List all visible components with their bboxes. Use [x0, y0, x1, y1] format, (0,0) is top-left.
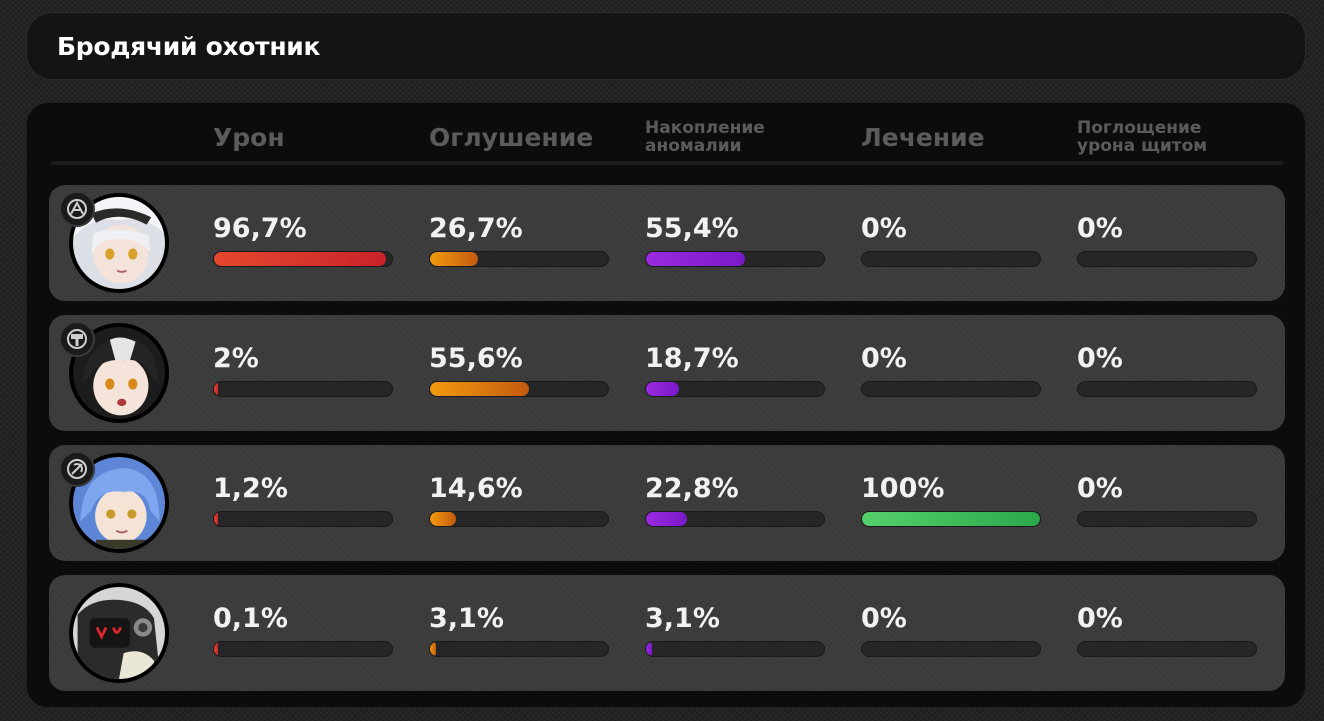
stun-bar-fill — [430, 382, 529, 396]
column-header-anomaly: Накопление аномалии — [645, 118, 765, 156]
anomaly-cell: 18,7% — [645, 341, 825, 397]
shield-cell: 0% — [1077, 211, 1257, 267]
heal-cell: 0% — [861, 341, 1041, 397]
damage-bar — [213, 641, 393, 657]
anomaly-bar-fill — [646, 252, 745, 266]
anomaly-value: 55,4% — [645, 213, 739, 244]
damage-cell: 2% — [213, 341, 393, 397]
shield-value: 0% — [1077, 603, 1123, 634]
damage-cell: 0,1% — [213, 601, 393, 657]
anomaly-role-icon — [59, 191, 95, 227]
damage-bar-fill — [214, 642, 218, 656]
stun-bar — [429, 641, 609, 657]
shield-value: 0% — [1077, 213, 1123, 244]
shield-bar — [1077, 641, 1257, 657]
shield-bar — [1077, 251, 1257, 267]
stun-bar — [429, 251, 609, 267]
stun-value: 26,7% — [429, 213, 523, 244]
stun-bar — [429, 511, 609, 527]
stun-value: 14,6% — [429, 473, 523, 504]
anomaly-bar-fill — [646, 382, 680, 396]
damage-bar — [213, 511, 393, 527]
shield-value: 0% — [1077, 343, 1123, 374]
member-row: 96,7% 26,7% 55,4% 0% 0% — [49, 185, 1285, 301]
damage-value: 96,7% — [213, 213, 307, 244]
shield-bar — [1077, 381, 1257, 397]
column-header-row: Урон Оглушение Накопление аномалии Лечен… — [51, 115, 1283, 165]
stun-value: 3,1% — [429, 603, 504, 634]
member-row: 0,1% 3,1% 3,1% 0% 0% — [49, 575, 1285, 691]
heal-bar — [861, 641, 1041, 657]
heal-value: 0% — [861, 603, 907, 634]
column-header-heal: Лечение — [861, 122, 985, 152]
heal-cell: 0% — [861, 601, 1041, 657]
anomaly-value: 3,1% — [645, 603, 720, 634]
member-row: 2% 55,6% 18,7% 0% 0% — [49, 315, 1285, 431]
damage-cell: 1,2% — [213, 471, 393, 527]
stun-bar-fill — [430, 642, 436, 656]
damage-bar — [213, 251, 393, 267]
white-haired-girl-avatar — [69, 193, 169, 293]
damage-value: 0,1% — [213, 603, 288, 634]
anomaly-bar-fill — [646, 642, 652, 656]
heal-bar-fill — [862, 512, 1040, 526]
anomaly-cell: 3,1% — [645, 601, 825, 657]
damage-bar-fill — [214, 252, 387, 266]
anomaly-bar — [645, 381, 825, 397]
stun-cell: 3,1% — [429, 601, 609, 657]
stun-cell: 14,6% — [429, 471, 609, 527]
stun-bar — [429, 381, 609, 397]
damage-value: 1,2% — [213, 473, 288, 504]
anomaly-value: 18,7% — [645, 343, 739, 374]
anomaly-bar — [645, 251, 825, 267]
column-header-shield: Поглощение урона щитом — [1077, 118, 1208, 156]
damage-bar-fill — [214, 512, 218, 526]
heal-value: 0% — [861, 343, 907, 374]
stun-cell: 55,6% — [429, 341, 609, 397]
heal-value: 100% — [861, 473, 945, 504]
page-title: Бродячий охотник — [57, 31, 321, 61]
shield-value: 0% — [1077, 473, 1123, 504]
column-header-stun: Оглушение — [429, 122, 594, 152]
damage-value: 2% — [213, 343, 259, 374]
damage-bar — [213, 381, 393, 397]
heal-bar — [861, 251, 1041, 267]
stun-role-icon — [59, 321, 95, 357]
shield-cell: 0% — [1077, 341, 1257, 397]
bangboo-robot-avatar — [69, 583, 169, 683]
anomaly-cell: 55,4% — [645, 211, 825, 267]
damage-bar-fill — [214, 382, 218, 396]
stun-bar-fill — [430, 512, 456, 526]
shield-bar — [1077, 511, 1257, 527]
heal-bar — [861, 511, 1041, 527]
stun-cell: 26,7% — [429, 211, 609, 267]
member-row: 1,2% 14,6% 22,8% 100% 0% — [49, 445, 1285, 561]
shield-cell: 0% — [1077, 601, 1257, 657]
anomaly-cell: 22,8% — [645, 471, 825, 527]
damage-cell: 96,7% — [213, 211, 393, 267]
heal-cell: 0% — [861, 211, 1041, 267]
stun-bar-fill — [430, 252, 478, 266]
shield-cell: 0% — [1077, 471, 1257, 527]
title-bar: Бродячий охотник — [26, 12, 1306, 80]
support-role-icon — [59, 451, 95, 487]
stun-value: 55,6% — [429, 343, 523, 374]
anomaly-bar-fill — [646, 512, 687, 526]
anomaly-value: 22,8% — [645, 473, 739, 504]
heal-value: 0% — [861, 213, 907, 244]
anomaly-bar — [645, 641, 825, 657]
anomaly-bar — [645, 511, 825, 527]
column-header-damage: Урон — [213, 122, 285, 152]
heal-bar — [861, 381, 1041, 397]
stats-panel: Урон Оглушение Накопление аномалии Лечен… — [26, 102, 1306, 708]
heal-cell: 100% — [861, 471, 1041, 527]
